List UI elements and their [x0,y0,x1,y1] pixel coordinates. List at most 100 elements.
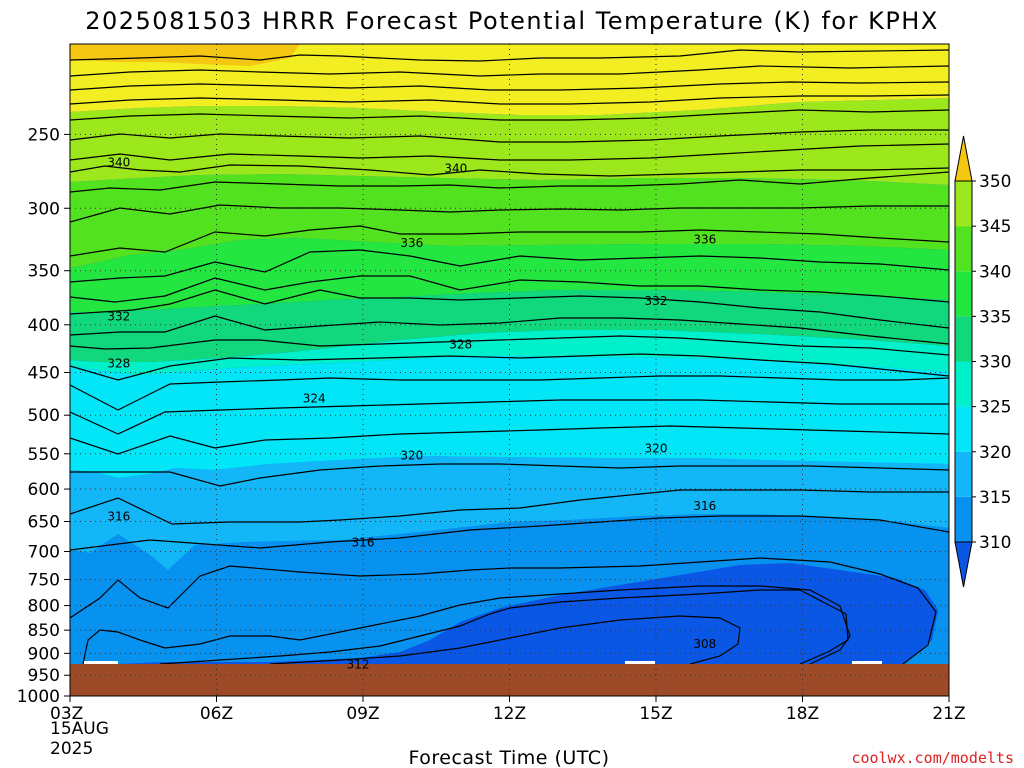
surface-marker [625,661,655,664]
y-tick-label: 550 [28,445,60,465]
x-tick-label: 21Z [932,704,965,724]
contour-line [70,143,949,161]
colorbar-label: 340 [979,262,1011,282]
contour-line [70,249,949,283]
y-tick-label: 900 [28,644,60,664]
colorbar: 350 345 340 335 330 325 320 315 310 [954,135,1011,588]
y-tick-label: 800 [28,597,60,617]
colorbar-segment [955,226,972,272]
contour-label: 328 [449,338,472,352]
contour-line [70,399,949,435]
y-tick-label: 650 [28,512,60,532]
contour-line [70,289,949,329]
y-tick-label: 250 [28,125,60,145]
colorbar-segment [955,316,972,362]
colorbar-label: 345 [979,217,1011,237]
contour-line [269,615,741,665]
contour-line [70,425,949,455]
credit-text: coolwx.com/modelts [851,749,1014,767]
y-tick-label: 450 [28,364,60,384]
y-axis: 250 300 350 400 450 500 550 600 650 700 750 800 850 9… [17,125,70,707]
chart-title: 2025081503 HRRR Forecast Potential Tempe… [85,7,939,35]
x-axis-title: Forecast Time (UTC) [409,747,610,768]
fill-band-320-325 [70,356,949,478]
x-axis: 03Z 06Z 09Z 12Z 15Z 18Z 21Z [50,696,966,724]
contour-line [159,589,849,665]
fill-band-355-360 [70,44,300,66]
surface-markers [84,661,882,664]
colorbar-segment [955,271,972,317]
theta-contour-layer [70,49,949,665]
contour-label: 336 [693,232,716,246]
contour-line [70,335,949,356]
contour-line [70,375,949,411]
surface-marker [852,661,882,664]
x-tick-label: 15Z [639,704,672,724]
contour-line [70,171,949,193]
contour-label: 328 [107,356,130,370]
contour-line [70,225,949,257]
colorbar-label: 325 [979,398,1011,418]
contour-label: 316 [107,509,130,523]
y-tick-label: 600 [28,480,60,500]
contour-label: 340 [444,162,467,176]
colorbar-segment [955,181,972,227]
colorbar-label: 350 [979,172,1011,192]
x-tick-date: 15AUG [50,719,109,739]
y-tick-label: 350 [28,262,60,282]
colorbar-segment [955,406,972,452]
y-tick-label: 300 [28,199,60,219]
colorbar-label: 330 [979,353,1011,373]
contour-line [70,315,949,345]
contour-line [70,65,949,77]
contour-label: 320 [400,448,423,462]
contour-label: 312 [347,657,370,671]
contour-label: 308 [693,637,716,651]
contour-label: 316 [693,499,716,513]
contour-line [82,585,851,665]
y-tick-label: 700 [28,543,60,563]
contour-label: 340 [107,156,130,170]
y-tick-label: 950 [28,666,60,686]
contour-line [70,515,949,551]
contour-line [70,353,949,381]
contour-label: 336 [400,236,423,250]
contour-label: 332 [645,294,668,308]
colorbar-segment [955,361,972,407]
fill-band-330-335 [70,290,949,362]
y-tick-label: 750 [28,570,60,590]
colorbar-segment [955,451,972,497]
colorbar-label: 320 [979,443,1011,463]
contour-line [70,129,949,143]
x-tick-label: 18Z [786,704,819,724]
x-tick-label: 06Z [200,704,233,724]
colorbar-label: 335 [979,307,1011,327]
contour-line [70,164,949,177]
colorbar-extend-low [954,541,973,588]
contour-label: 320 [645,442,668,456]
x-tick-label: 12Z [493,704,526,724]
contour-label-layer: 340 340 336 336 332 332 328 328 324 320 320 316 316 3… [107,156,716,672]
contour-line [70,94,949,105]
contour-line [70,109,949,121]
contour-line [70,275,949,303]
x-tick-year: 2025 [50,739,93,759]
contour-label: 316 [352,536,375,550]
x-tick-label: 03Z [50,704,83,724]
colorbar-extend-high [954,135,973,182]
contour-line [70,81,949,91]
colorbar-segment [955,496,972,542]
y-tick-label: 1000 [17,687,60,707]
contour-line [70,489,949,525]
fill-band-315-320 [70,456,949,570]
fill-band-340-345 [70,174,949,268]
contour-line [70,463,949,487]
colorbar-label: 310 [979,533,1011,553]
surface-marker [84,661,118,664]
y-tick-label: 500 [28,406,60,426]
colorbar-label: 315 [979,488,1011,508]
contour-label: 324 [303,392,326,406]
contour-line [70,557,937,665]
y-tick-label: 850 [28,621,60,641]
